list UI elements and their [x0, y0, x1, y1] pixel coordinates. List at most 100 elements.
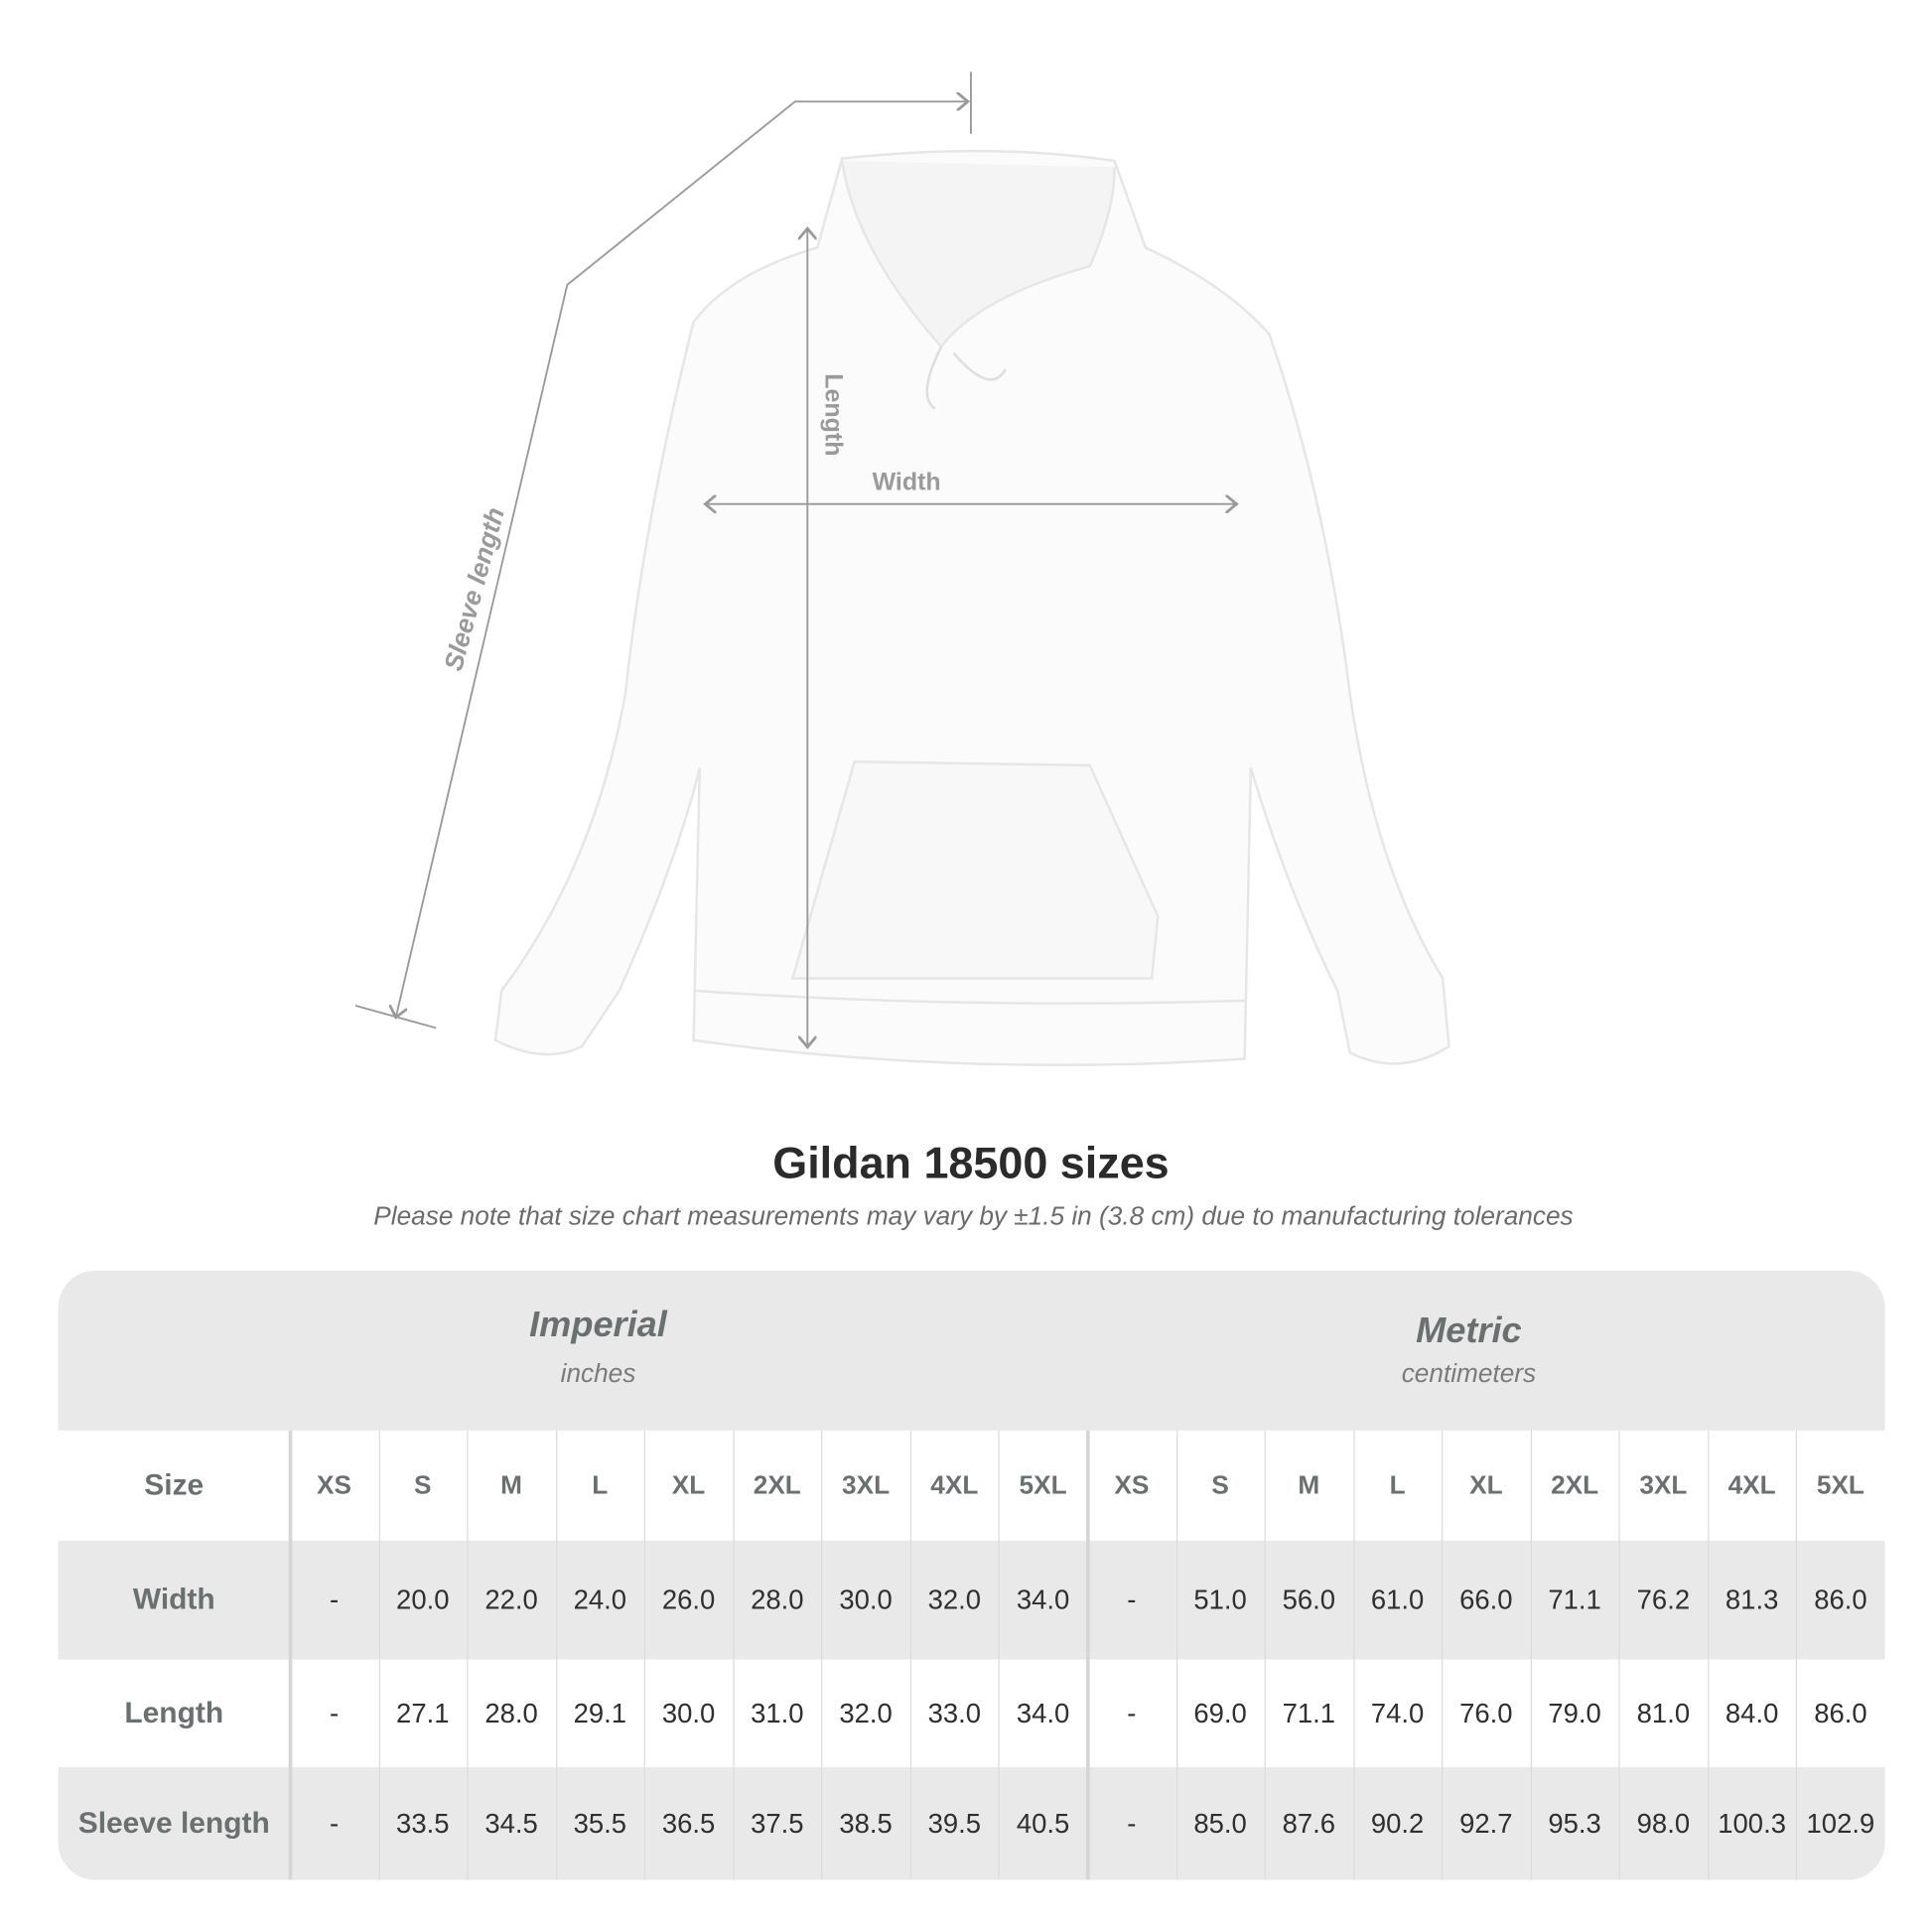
size-header-cell: L — [592, 1470, 609, 1499]
value-cell: 69.0 — [1193, 1697, 1247, 1728]
column-divider — [1618, 1430, 1621, 1880]
value-cell: 81.0 — [1636, 1697, 1691, 1728]
size-table: Imperial inches Metric centimeters Size X… — [58, 1270, 1885, 1880]
column-divider — [1352, 1430, 1355, 1880]
column-divider — [1530, 1430, 1532, 1880]
value-cell: 33.5 — [396, 1807, 450, 1839]
size-header-cell: M — [1298, 1470, 1320, 1499]
value-cell: 39.5 — [927, 1807, 982, 1839]
value-cell: 71.1 — [1282, 1697, 1336, 1728]
value-cell: 71.1 — [1548, 1584, 1601, 1615]
column-divider — [1442, 1430, 1444, 1880]
row-label: Length — [124, 1696, 224, 1729]
value-cell: 102.9 — [1806, 1807, 1875, 1839]
value-cell: - — [1127, 1697, 1137, 1728]
value-cell: 100.3 — [1718, 1807, 1786, 1839]
size-header-cell: S — [1211, 1470, 1229, 1499]
column-divider — [1708, 1430, 1710, 1880]
value-cell: 34.0 — [1016, 1697, 1070, 1728]
sleeve-length-line — [396, 101, 966, 1016]
table-row: Sleeve length - 33.5 34.5 35.5 36.5 37.5 38.5 39… — [59, 1767, 1885, 1880]
value-cell: 28.0 — [751, 1584, 804, 1615]
value-cell: 98.0 — [1636, 1807, 1691, 1839]
value-cell: 34.0 — [1016, 1584, 1070, 1615]
size-header-cell: M — [500, 1470, 522, 1499]
value-cell: - — [329, 1697, 340, 1728]
value-cell: 40.5 — [1016, 1807, 1070, 1839]
hoodie-diagram — [354, 71, 1450, 1067]
value-cell: 84.0 — [1725, 1697, 1779, 1728]
value-cell: 37.5 — [751, 1807, 804, 1839]
value-cell: - — [1127, 1584, 1137, 1615]
column-divider — [288, 1430, 293, 1880]
size-header-cell: 3XL — [842, 1470, 891, 1499]
value-cell: 34.5 — [484, 1807, 538, 1839]
value-cell: 51.0 — [1193, 1584, 1247, 1615]
page-title: Gildan 18500 sizes — [772, 1137, 1170, 1188]
value-cell: 30.0 — [661, 1697, 716, 1728]
size-header-cell: 4XL — [1727, 1470, 1776, 1499]
value-cell: 29.1 — [573, 1697, 626, 1728]
row-label: Size — [144, 1467, 205, 1502]
measurement-lines — [354, 71, 1235, 1044]
value-cell: 33.0 — [927, 1697, 982, 1728]
value-cell: 22.0 — [484, 1584, 538, 1615]
value-cell: - — [329, 1584, 340, 1615]
width-label: Width — [872, 469, 941, 496]
value-cell: 95.3 — [1548, 1807, 1601, 1839]
value-cell: - — [329, 1807, 340, 1839]
value-cell: 26.0 — [661, 1584, 716, 1615]
value-cell: 92.7 — [1459, 1807, 1513, 1839]
value-cell: 30.0 — [839, 1584, 893, 1615]
size-header-cell: 2XL — [1551, 1470, 1599, 1499]
size-header-cell: 2XL — [753, 1470, 801, 1499]
value-cell: 86.0 — [1814, 1697, 1867, 1728]
value-cell: 38.5 — [839, 1807, 893, 1839]
size-header-cell: S — [414, 1470, 432, 1499]
value-cell: 85.0 — [1193, 1807, 1247, 1839]
value-cell: 79.0 — [1548, 1697, 1601, 1728]
size-header-cell: XS — [1114, 1470, 1150, 1499]
value-cell: 81.3 — [1725, 1584, 1779, 1615]
value-cell: - — [1127, 1807, 1137, 1839]
imperial-unit: inches — [560, 1359, 636, 1389]
value-cell: 56.0 — [1282, 1584, 1336, 1615]
value-cell: 27.1 — [396, 1697, 450, 1728]
value-cell: 28.0 — [484, 1697, 538, 1728]
size-header-cell: 4XL — [930, 1470, 979, 1499]
table-row: Width - 20.0 22.0 24.0 26.0 28.0 30.0 32.0 34.0 - 5… — [59, 1541, 1885, 1660]
value-cell: 32.0 — [839, 1697, 893, 1728]
size-header-cell: XL — [1469, 1470, 1503, 1499]
value-cell: 31.0 — [751, 1697, 804, 1728]
imperial-title: Imperial — [529, 1305, 667, 1345]
size-header-cell: 5XL — [1816, 1470, 1864, 1499]
value-cell: 61.0 — [1370, 1584, 1425, 1615]
subtitle: Please note that size chart measurements… — [373, 1202, 1574, 1231]
column-divider — [1264, 1430, 1266, 1880]
metric-title: Metric — [1416, 1311, 1522, 1351]
metric-unit: centimeters — [1401, 1359, 1537, 1389]
value-cell: 66.0 — [1459, 1584, 1513, 1615]
value-cell: 87.6 — [1282, 1807, 1336, 1839]
column-divider — [378, 1430, 380, 1880]
value-cell: 74.0 — [1370, 1697, 1425, 1728]
value-cell: 32.0 — [927, 1584, 982, 1615]
column-divider — [998, 1430, 1001, 1880]
value-cell: 76.2 — [1636, 1584, 1691, 1615]
value-cell: 86.0 — [1814, 1584, 1867, 1615]
column-divider — [555, 1430, 557, 1880]
size-header-cell: XS — [317, 1470, 351, 1499]
column-divider — [643, 1430, 646, 1880]
size-header-cell: 3XL — [1639, 1470, 1688, 1499]
table-row: Length - 27.1 28.0 29.1 30.0 31.0 32.0 33.0 34.0 -… — [58, 1659, 1885, 1768]
column-divider — [821, 1430, 823, 1880]
length-label: Length — [819, 373, 847, 457]
hoodie-illustration — [493, 149, 1450, 1067]
column-divider — [1796, 1430, 1798, 1880]
value-cell: 36.5 — [661, 1807, 716, 1839]
size-header-cell: XL — [671, 1470, 706, 1499]
column-divider — [1085, 1430, 1090, 1880]
value-cell: 90.2 — [1370, 1807, 1425, 1839]
column-divider — [1175, 1430, 1177, 1880]
